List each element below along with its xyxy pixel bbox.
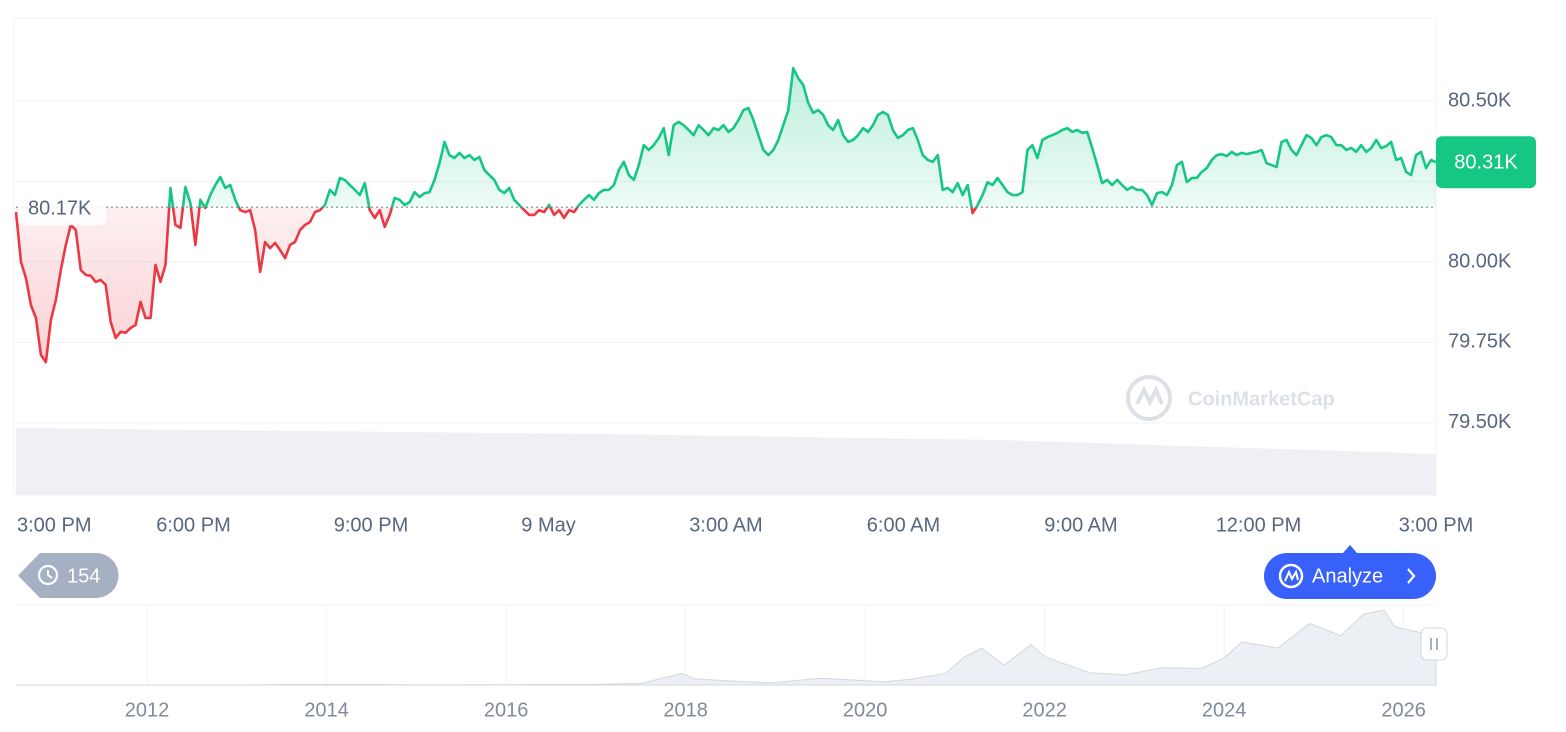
x-tick-label: 9:00 AM bbox=[1044, 514, 1117, 536]
x-tick-label: 2020 bbox=[843, 699, 888, 721]
area-fill bbox=[16, 68, 1436, 363]
watermark: CoinMarketCap bbox=[1126, 375, 1335, 421]
x-tick-label: 6:00 PM bbox=[156, 514, 230, 536]
x-tick-label: 2026 bbox=[1381, 699, 1426, 721]
x-tick-label: 2024 bbox=[1202, 699, 1247, 721]
x-tick-label: 3:00 PM bbox=[1399, 514, 1473, 536]
x-tick-label: 2012 bbox=[125, 699, 170, 721]
y-tick-label: 79.75K bbox=[1448, 331, 1512, 353]
analyze-button[interactable]: Analyze bbox=[1264, 545, 1436, 599]
x-tick-label: 2022 bbox=[1022, 699, 1067, 721]
price-line bbox=[14, 66, 1437, 364]
y-tick-label: 80.00K bbox=[1448, 250, 1512, 272]
navigator: 2012 2014 2016 2018 2020 2022 2024 2026 bbox=[15, 605, 1437, 721]
analyze-label: Analyze bbox=[1312, 565, 1383, 587]
y-tick-label: 80.50K bbox=[1448, 89, 1512, 111]
last-price-badge bbox=[1436, 136, 1536, 189]
x-tick-label: 9 May bbox=[521, 514, 575, 536]
x-tick-label: 6:00 AM bbox=[867, 514, 940, 536]
volume-area bbox=[16, 428, 1436, 495]
history-count: 154 bbox=[67, 565, 100, 587]
analyze-icon bbox=[1278, 563, 1304, 589]
x-tick-label: 12:00 PM bbox=[1216, 514, 1302, 536]
reference-label-bg bbox=[18, 189, 106, 226]
watermark-text: CoinMarketCap bbox=[1188, 388, 1335, 410]
reference-label: 80.17K bbox=[28, 198, 92, 220]
x-tick-label: 3:00 PM bbox=[17, 514, 91, 536]
watermark-logo bbox=[1126, 375, 1172, 421]
history-badge-bg[interactable] bbox=[18, 553, 119, 598]
plot-frame bbox=[13, 17, 1437, 496]
history-icon bbox=[37, 564, 59, 586]
handle[interactable] bbox=[1420, 627, 1448, 661]
analyze-tip bbox=[1343, 545, 1357, 553]
x-tick-label: 2014 bbox=[304, 699, 349, 721]
x-tick-label: 3:00 AM bbox=[689, 514, 762, 536]
watermark-logo-mark bbox=[1135, 385, 1164, 407]
navigator-area bbox=[15, 609, 1437, 686]
history-badge[interactable]: 154 bbox=[18, 553, 119, 598]
analyze-icon-mark bbox=[1284, 569, 1299, 582]
x-tick-label: 2016 bbox=[484, 699, 529, 721]
analyze-bg[interactable] bbox=[1264, 553, 1436, 599]
last-price-label: 80.31K bbox=[1454, 151, 1518, 173]
y-tick-label: 79.50K bbox=[1448, 411, 1512, 433]
x-tick-label: 2018 bbox=[663, 699, 708, 721]
analyze-chevron bbox=[1407, 568, 1416, 584]
history-icon-hands bbox=[47, 570, 53, 579]
x-tick-label: 9:00 PM bbox=[334, 514, 408, 536]
navigator-handle[interactable] bbox=[1420, 627, 1448, 661]
main-plot: 79.50K79.75K80.00K80.25K80.50K80.17K80.3… bbox=[14, 66, 1536, 536]
